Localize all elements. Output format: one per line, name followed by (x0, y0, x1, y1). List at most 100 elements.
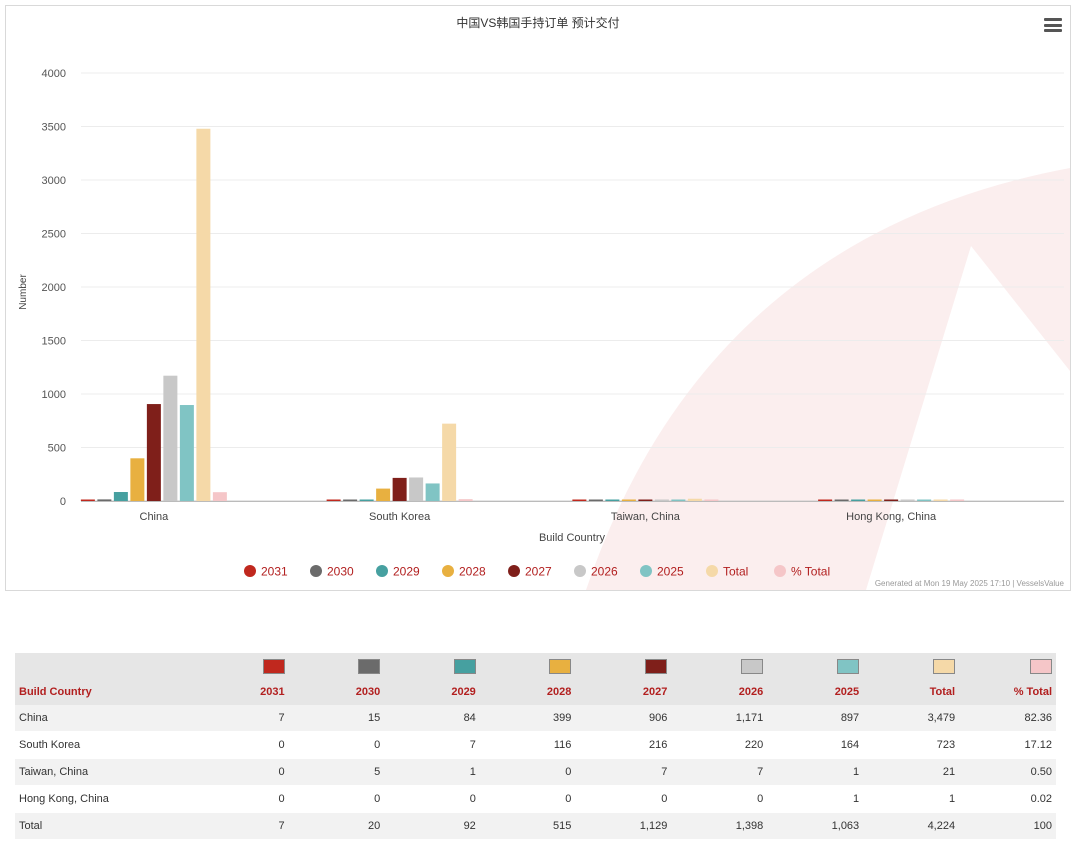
swatch-cell-empty (15, 653, 180, 679)
column-header[interactable]: 2031 (179, 679, 289, 705)
table-cell: 515 (479, 812, 576, 840)
swatch-cell (384, 653, 480, 679)
table-cell: 5 (288, 758, 385, 786)
table-cell: 0 (288, 785, 385, 813)
column-header[interactable]: 2026 (671, 679, 768, 705)
legend-label: 2025 (657, 565, 684, 579)
bar (326, 499, 341, 501)
bar (97, 499, 112, 501)
x-tick-label: Hong Kong, China (846, 511, 937, 523)
data-table: Build Country 2031 2030 2029 2028 2027 2026 202… (15, 653, 1056, 840)
bar (458, 499, 473, 501)
swatch-cell (767, 653, 864, 679)
table-cell: 164 (767, 731, 864, 759)
menu-line (1044, 23, 1062, 27)
legend-marker (376, 565, 388, 577)
legend-label: 2027 (525, 565, 552, 579)
column-header[interactable]: 2030 (288, 679, 385, 705)
color-swatch (1030, 658, 1052, 674)
swatch-cell (288, 653, 385, 679)
swatch-cell (863, 653, 960, 679)
table-cell: 1 (863, 785, 960, 813)
legend-label: % Total (791, 565, 830, 579)
row-label: Taiwan, China (15, 758, 180, 786)
bar (950, 499, 965, 501)
color-swatch (837, 658, 860, 674)
bar (687, 498, 702, 501)
column-header[interactable]: Total (863, 679, 960, 705)
bar (900, 499, 915, 501)
table-cell: 0 (479, 758, 576, 786)
swatch-cell (575, 653, 672, 679)
table-cell: 0 (384, 785, 480, 813)
table-cell: 1,398 (671, 812, 768, 840)
y-tick-label: 4000 (42, 68, 66, 80)
chart-card: 中国VS韩国手持订单 预计交付 0 500 1000 1500 2000 2500 3000 3… (5, 5, 1071, 591)
row-label: China (15, 705, 180, 732)
watermark-logo (586, 168, 1070, 590)
table-cell: 7 (575, 758, 672, 786)
column-header[interactable]: 2025 (767, 679, 864, 705)
menu-line (1044, 29, 1062, 32)
bar (867, 499, 882, 501)
table-cell: 7 (671, 758, 768, 786)
y-tick-label: 2500 (42, 229, 66, 241)
bar (917, 499, 932, 501)
table-header-row: Build Country 2031 2030 2029 2028 2027 2026 202… (15, 679, 1056, 705)
color-swatch (549, 658, 572, 674)
x-tick-label: China (140, 511, 170, 523)
table-cell: 1,171 (671, 705, 768, 732)
table-cell: 1,129 (575, 812, 672, 840)
table-cell: 1 (384, 758, 480, 786)
table-cell: 84 (384, 705, 480, 732)
bar (588, 499, 603, 501)
bar (638, 499, 653, 501)
color-swatch (741, 658, 764, 674)
column-header[interactable]: Build Country (15, 679, 180, 705)
table-row: South Korea 0 0 7 116 216 220 164 723 17.12 (15, 731, 1056, 759)
color-swatch (262, 658, 285, 674)
bar (621, 499, 636, 501)
table-cell: 216 (575, 731, 672, 759)
legend-marker (508, 565, 520, 577)
bar (146, 404, 161, 501)
hamburger-menu-icon[interactable] (1044, 18, 1062, 34)
table-row: China 7 15 84 399 906 1,171 897 3,479 82.36 (15, 705, 1056, 732)
swatch-cell (671, 653, 768, 679)
table-cell: 15 (288, 705, 385, 732)
bar (818, 499, 833, 501)
table-body: China 7 15 84 399 906 1,171 897 3,479 82.36 South … (15, 705, 1056, 840)
swatch-cell (479, 653, 576, 679)
table-cell: 0 (479, 785, 576, 813)
table-cell: 7 (179, 705, 289, 732)
swatch-row (15, 653, 1056, 679)
bar (80, 499, 95, 501)
table-cell: 0 (179, 785, 289, 813)
table-cell: 4,224 (863, 812, 960, 840)
color-swatch (358, 658, 381, 674)
bar (212, 492, 227, 501)
column-header[interactable]: 2029 (384, 679, 480, 705)
column-header[interactable]: % Total (959, 679, 1056, 705)
legend-marker (310, 565, 322, 577)
table-row: Total 7 20 92 515 1,129 1,398 1,063 4,224 100 (15, 812, 1056, 840)
table-cell: 0 (575, 785, 672, 813)
swatch-cell (179, 653, 289, 679)
column-header[interactable]: 2027 (575, 679, 672, 705)
table-cell: 723 (863, 731, 960, 759)
bar (179, 405, 194, 501)
y-tick-label: 0 (60, 496, 66, 508)
legend-marker (706, 565, 718, 577)
color-swatch (933, 658, 956, 674)
table-cell: 0 (288, 731, 385, 759)
swatch-cell (959, 653, 1056, 679)
bar (196, 128, 211, 501)
legend-marker (574, 565, 586, 577)
y-tick-label: 3000 (42, 175, 66, 187)
column-header[interactable]: 2028 (479, 679, 576, 705)
x-tick-label: Taiwan, China (611, 511, 681, 523)
bar (359, 499, 374, 501)
color-swatch (645, 658, 668, 674)
table-cell: 7 (384, 731, 480, 759)
chart-svg: 中国VS韩国手持订单 预计交付 0 500 1000 1500 2000 2500 3000 3… (18, 15, 1070, 590)
